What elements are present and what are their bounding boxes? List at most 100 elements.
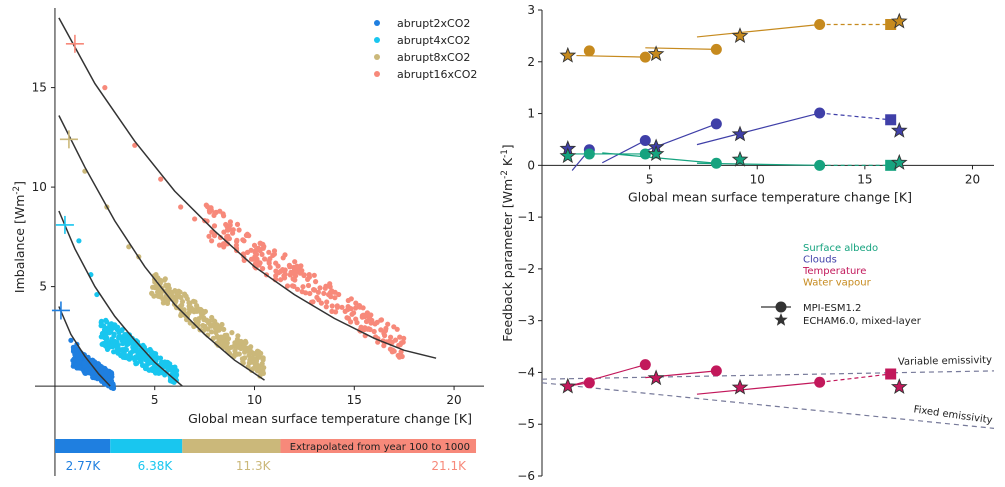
abrupt16xCO2-fit-line	[58, 17, 437, 359]
abrupt16xCO2-point	[365, 326, 371, 332]
abrupt2xCO2-point	[90, 369, 96, 375]
abrupt16xCO2-point	[363, 312, 369, 318]
Surface albedo-mpi-point	[583, 148, 595, 160]
abrupt16xCO2-point	[301, 272, 307, 279]
abrupt16xCO2-point	[211, 223, 218, 229]
abrupt16xCO2-point	[334, 303, 340, 309]
abrupt4xCO2-point	[106, 329, 112, 336]
abrupt8xCO2-point	[222, 332, 228, 338]
bar-segment-abrupt8xCO2	[182, 439, 281, 453]
abrupt8xCO2-point	[221, 326, 227, 332]
abrupt16xCO2-point	[290, 276, 296, 282]
abrupt8xCO2-point	[162, 276, 168, 282]
abrupt16xCO2-point	[391, 324, 397, 330]
abrupt4xCO2-point	[142, 356, 148, 362]
legend-marker-abrupt2xCO2	[374, 20, 380, 26]
abrupt4xCO2-point	[148, 349, 154, 355]
abrupt16xCO2-point	[234, 237, 240, 243]
abrupt8xCO2-point	[225, 336, 232, 342]
right-y-tick-label: −5	[517, 417, 535, 431]
abrupt4xCO2-point	[151, 353, 157, 360]
legend-marker-abrupt4xCO2	[374, 37, 380, 43]
left-x-axis-label: Global mean surface temperature change […	[188, 411, 472, 426]
abrupt16xCO2-point	[313, 279, 319, 285]
right-y-tick-label: 1	[527, 107, 535, 121]
left-x-tick-label: 10	[247, 393, 262, 407]
abrupt16xCO2-point	[236, 227, 242, 233]
abrupt4xCO2-point	[104, 319, 110, 325]
abrupt16xCO2-point	[221, 213, 227, 219]
abrupt16xCO2-point	[207, 209, 213, 215]
abrupt8xCO2-point	[210, 322, 216, 328]
abrupt16xCO2-point	[278, 277, 284, 283]
abrupt8xCO2-point	[188, 305, 194, 311]
legend-mpi-label: MPI-ESM1.2	[803, 303, 861, 314]
abrupt2xCO2-point	[110, 385, 117, 391]
left-x-tick-label: 15	[347, 393, 362, 407]
abrupt16xCO2-point	[253, 247, 259, 253]
abrupt16xCO2-point	[329, 308, 335, 314]
Water vapour-echam-point	[647, 45, 665, 62]
abrupt16xCO2-point	[305, 282, 312, 289]
Water vapour-extrapolated-point	[885, 18, 897, 30]
abrupt4xCO2-point	[122, 332, 128, 338]
bar-segment-abrupt16xCO2	[280, 439, 477, 453]
Surface albedo-mpi-point	[710, 157, 722, 169]
abrupt16xCO2-point	[358, 324, 364, 330]
Clouds-echam-point	[731, 125, 749, 142]
Surface albedo-mpi-point	[639, 148, 651, 160]
reference-line	[541, 370, 995, 380]
Water vapour-segment	[696, 23, 820, 38]
abrupt16xCO2-point	[208, 205, 214, 211]
abrupt8xCO2-point	[194, 308, 200, 314]
abrupt8xCO2-point	[173, 295, 179, 301]
abrupt4xCO2-point	[111, 349, 117, 355]
abrupt8xCO2-point	[247, 348, 253, 354]
abrupt16xCO2-point	[332, 295, 338, 301]
abrupt16xCO2-point	[317, 285, 323, 291]
abrupt4xCO2-point	[138, 358, 144, 364]
Clouds-extrapolated-point	[885, 114, 897, 126]
Surface albedo-echam-point	[647, 145, 665, 162]
abrupt4xCO2-point	[159, 359, 165, 365]
abrupt16xCO2-point	[401, 335, 407, 341]
abrupt16xCO2-point	[318, 300, 324, 306]
abrupt4xCO2-point	[169, 378, 175, 384]
Temperature-mpi-point	[814, 376, 826, 388]
left-y-tick-label: 10	[32, 180, 47, 194]
abrupt16xCO2-point	[371, 328, 377, 335]
abrupt4xCO2-point	[112, 338, 118, 344]
abrupt16xCO2-point	[349, 311, 355, 317]
abrupt16xCO2-point	[363, 318, 370, 325]
abrupt8xCO2-point	[232, 348, 238, 354]
Temperature-echam-point	[647, 369, 665, 386]
Temperature-mpi-point	[583, 377, 595, 389]
abrupt16xCO2-point	[388, 334, 394, 340]
abrupt16xCO2-point	[356, 303, 363, 309]
legend-echam-marker	[774, 313, 788, 326]
abrupt16xCO2-point	[275, 263, 281, 269]
Temperature-extrapolation-line	[819, 373, 891, 383]
abrupt16xCO2-point	[226, 236, 232, 242]
abrupt8xCO2-point	[186, 310, 192, 316]
abrupt8xCO2-point	[234, 336, 240, 342]
bar-value-abrupt8xCO2: 11.3K	[236, 459, 272, 473]
abrupt16xCO2-point	[344, 315, 350, 321]
abrupt16xCO2-point	[267, 264, 273, 270]
legend-feedback-Temperature: Temperature	[802, 266, 866, 277]
abrupt2xCO2-point	[68, 337, 74, 343]
abrupt2xCO2-point	[95, 363, 101, 369]
abrupt8xCO2-point	[169, 289, 175, 296]
abrupt16xCO2-point	[397, 342, 403, 348]
legend-label-abrupt2xCO2: abrupt2xCO2	[397, 17, 470, 30]
left-x-tick-label: 5	[151, 393, 159, 407]
abrupt8xCO2-point	[163, 282, 169, 288]
right-y-tick-label: −3	[517, 314, 535, 328]
abrupt4xCO2-point	[132, 357, 138, 363]
abrupt16xCO2-point	[382, 328, 389, 334]
abrupt4xCO2-point	[139, 362, 146, 368]
right-panel: 5 10 15 20 −6 −5 −4 −3 −2 −1 0 1 2 3 Global mean surfa…	[500, 3, 995, 483]
abrupt2xCO2-fit-line	[58, 306, 111, 387]
